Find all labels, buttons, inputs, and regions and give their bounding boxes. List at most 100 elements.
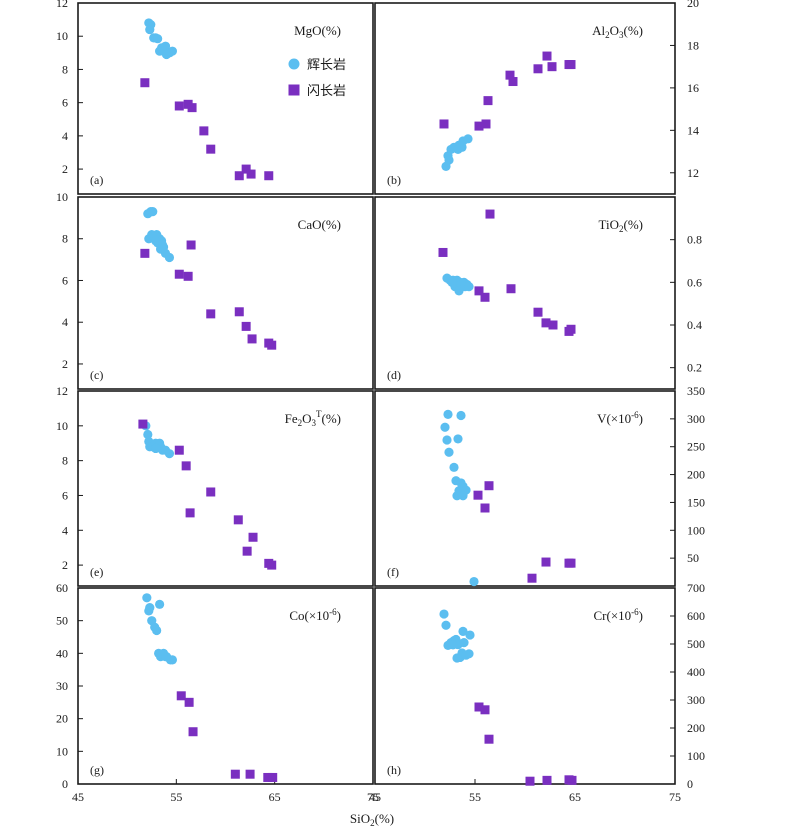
panel-e-title-part: 3 — [312, 418, 317, 428]
panel-h-point-gabbro — [452, 653, 462, 663]
panel-e-ytick-label: 4 — [62, 523, 68, 537]
panel-g: 0 10 20 30 40 50 60 45 55 65 75 (g) Co(×10-6) — [56, 581, 379, 804]
panel-h-point-gabbro — [464, 649, 474, 659]
panel-f-point-gabbro — [440, 422, 450, 432]
panel-h-ytick-label: 100 — [687, 749, 705, 763]
panel-h-point-diorite — [474, 702, 484, 712]
panel-e-ytick-label: 6 — [62, 488, 68, 502]
legend: 辉长岩 闪长岩 — [288, 57, 346, 98]
panel-e-point-diorite — [138, 419, 148, 429]
panel-g-ytick-label: 20 — [56, 712, 68, 726]
panel-a-point-diorite — [264, 171, 274, 181]
x-axis-label: SiO2(%) — [350, 811, 394, 828]
panel-g-ytick-label: 30 — [56, 679, 68, 693]
panel-d-label: (d) — [387, 368, 401, 382]
panel-e-label: (e) — [90, 565, 103, 579]
panel-c-label: (c) — [90, 368, 103, 382]
panel-d-point-gabbro — [447, 277, 457, 287]
panel-f-title-part: -6 — [631, 410, 639, 420]
panel-h-point-diorite — [567, 775, 577, 785]
panel-c-point-diorite — [183, 271, 193, 281]
panel-h-point-gabbro — [439, 609, 449, 619]
panel-f-frame — [374, 390, 676, 587]
panel-g-xtick-label: 45 — [72, 790, 84, 804]
panel-a-ytick-label: 10 — [56, 29, 68, 43]
panel-e-ytick-label: 10 — [56, 419, 68, 433]
panel-b-point-diorite — [533, 64, 543, 74]
panel-a-ytick-label: 8 — [62, 62, 68, 76]
panel-h-frame — [374, 587, 676, 785]
panel-g-label: (g) — [90, 763, 104, 777]
panel-g-point-diorite — [263, 772, 273, 782]
panel-h-point-diorite — [542, 775, 552, 785]
panel-c-point-diorite — [206, 309, 216, 319]
panel-f-ytick-label: 300 — [687, 412, 705, 426]
panel-h-ytick-label: 400 — [687, 665, 705, 679]
panel-g-xtick-label: 75 — [367, 790, 379, 804]
panel-b: 12 14 16 18 20 (b) Al2O3(%) — [374, 0, 699, 195]
panel-a-ytick-label: 2 — [62, 162, 68, 176]
panel-h-xtick-label: 75 — [669, 790, 681, 804]
panel-c-point-diorite — [267, 340, 277, 350]
panel-c-ytick-label: 2 — [62, 357, 68, 371]
panel-c: 2 4 6 8 10 (c) CaO(%) — [56, 190, 374, 390]
panel-f-point-gabbro — [452, 491, 462, 501]
panel-a-point-diorite — [234, 171, 244, 181]
panel-f-point-gabbro — [449, 462, 459, 472]
panel-g-ytick-label: 0 — [62, 777, 68, 791]
panel-a-title: MgO(%) — [294, 23, 341, 38]
panel-h-label: (h) — [387, 763, 401, 777]
panel-h-point-gabbro — [459, 638, 469, 648]
panel-e-ytick-label: 2 — [62, 558, 68, 572]
panel-b-frame — [374, 2, 676, 195]
panel-a-ytick-label: 6 — [62, 96, 68, 110]
x-axis-label-main: SiO — [350, 811, 370, 826]
panel-g-title: Co(×10-6) — [289, 607, 341, 623]
panel-f-point-diorite — [484, 481, 494, 491]
panel-h-point-gabbro — [465, 630, 475, 640]
panel-e-point-gabbro — [151, 443, 161, 454]
panel-a: 2 4 6 8 10 12 (a) MgO(%) — [56, 0, 374, 195]
panel-g-title-part: -6 — [329, 607, 337, 617]
panel-e-point-diorite — [233, 515, 243, 525]
panel-a-point-diorite — [206, 144, 216, 154]
panel-h-point-gabbro — [448, 640, 458, 650]
panel-b-title-part: O — [610, 23, 619, 38]
panel-g-title-part: Co(×10 — [289, 608, 329, 623]
panel-a-point-gabbro — [145, 24, 155, 35]
panel-a-point-gabbro — [153, 34, 163, 44]
panel-e-title-part: 2 — [298, 418, 303, 428]
panel-g-point-gabbro — [152, 625, 162, 636]
panel-g-point-diorite — [245, 769, 255, 779]
panel-h-point-gabbro — [458, 626, 468, 637]
panel-g-point-gabbro — [144, 606, 154, 616]
panel-e-title: Fe2O3T(%) — [285, 409, 341, 428]
panel-b-point-diorite — [483, 96, 493, 106]
panel-g-point-gabbro — [160, 652, 171, 662]
panel-d-title-part: TiO — [599, 217, 619, 232]
panel-f-point-gabbro — [456, 410, 466, 421]
panel-g-ytick-label: 40 — [56, 646, 68, 660]
panel-h-point-diorite — [525, 776, 535, 786]
panel-d-title-part: (%) — [624, 217, 644, 232]
panel-f-point-diorite — [473, 490, 483, 500]
panel-e-point-diorite — [248, 532, 258, 542]
panel-h-title: Cr(×10-6) — [593, 607, 643, 623]
panel-g-point-gabbro — [155, 599, 165, 609]
panel-b-title-part: 2 — [605, 30, 610, 40]
panel-e-title-part: O — [302, 411, 311, 426]
panel-b-ytick-label: 18 — [687, 38, 699, 52]
panel-f-ytick-label: 150 — [687, 495, 705, 509]
x-axis-label-unit: (%) — [375, 811, 395, 826]
panel-g-ytick-label: 50 — [56, 614, 68, 628]
panel-a-point-gabbro — [155, 46, 165, 56]
panel-d-point-diorite — [480, 292, 490, 302]
panel-b-point-diorite — [508, 77, 518, 87]
panel-e-point-diorite — [181, 461, 191, 471]
panel-e-point-diorite — [242, 546, 252, 556]
panel-b-point-diorite — [439, 119, 449, 129]
panel-d-title: TiO2(%) — [599, 217, 643, 234]
panel-h-ytick-label: 700 — [687, 581, 705, 595]
